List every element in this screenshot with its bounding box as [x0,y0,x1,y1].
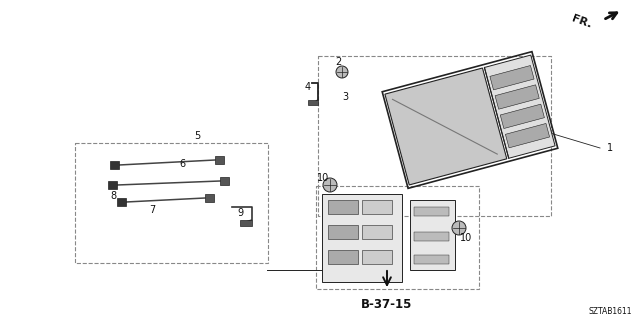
Text: SZTAB1611: SZTAB1611 [589,308,632,316]
Text: 1: 1 [607,143,613,153]
Text: B-37-15: B-37-15 [362,298,413,310]
Text: 7: 7 [149,205,155,215]
Bar [108,181,117,189]
Bar [414,255,449,264]
Bar [240,220,252,226]
Bar [205,194,214,202]
Bar [414,232,449,241]
Polygon shape [484,55,555,158]
Circle shape [452,221,466,235]
Bar [328,250,358,264]
Bar [362,225,392,239]
Bar [414,207,449,216]
Text: FR.: FR. [570,14,593,30]
Circle shape [336,66,348,78]
Bar [328,200,358,214]
Bar [410,200,455,270]
Text: 2: 2 [335,57,341,67]
Text: 8: 8 [110,191,116,201]
Polygon shape [506,124,550,148]
Polygon shape [495,85,540,109]
Bar [75,143,268,263]
Bar [322,194,402,282]
Text: 6: 6 [179,159,185,169]
Bar [362,200,392,214]
Bar [308,100,318,105]
Polygon shape [500,104,545,129]
Text: 9: 9 [237,208,243,218]
Text: 4: 4 [305,82,311,92]
Circle shape [323,178,337,192]
Polygon shape [490,66,534,90]
Text: 10: 10 [460,233,472,243]
Bar [316,186,479,289]
Bar [110,161,119,169]
Bar [117,198,126,206]
Polygon shape [385,68,507,185]
Bar [328,225,358,239]
Text: 10: 10 [317,173,329,183]
Bar [362,250,392,264]
Bar [318,56,551,216]
Text: 3: 3 [342,92,348,102]
Bar [215,156,224,164]
Bar [220,177,229,185]
Text: 5: 5 [194,131,200,141]
